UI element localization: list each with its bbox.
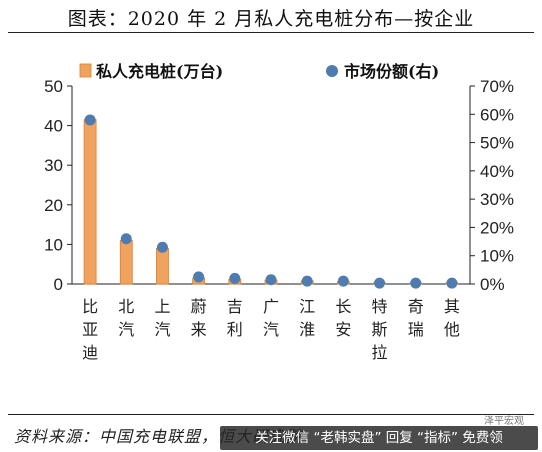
banner-text: 关注微信 “老韩实盘” 回复 “指标” 免费领 bbox=[255, 430, 503, 446]
share-point bbox=[193, 271, 205, 283]
bar-series bbox=[83, 119, 459, 285]
share-point bbox=[374, 277, 386, 289]
y-right-tick-label: 60% bbox=[480, 105, 514, 124]
promo-banner[interactable]: 关注微信 “老韩实盘” 回复 “指标” 免费领 泽平宏观 bbox=[220, 416, 538, 450]
y-left-tick-label: 0 bbox=[54, 275, 63, 294]
share-point bbox=[410, 277, 422, 289]
y-right-tick-label: 20% bbox=[480, 218, 514, 237]
y-right-tick-label: 0% bbox=[480, 275, 505, 294]
legend-bar-label: 私人充电桩(万台) bbox=[96, 62, 223, 81]
y-left-tick-label: 40 bbox=[44, 117, 63, 136]
share-point bbox=[120, 233, 132, 245]
chart: 0 10 20 30 40 50 0% 10% 20% 30% 40% 50% 60% 70% 比亚迪 北汽上… bbox=[44, 62, 514, 362]
page-title: 图表：2020 年 2 月私人充电桩分布—按企业 bbox=[67, 8, 475, 30]
share-point bbox=[84, 114, 96, 126]
y-left-tick-label: 30 bbox=[44, 156, 63, 175]
x-tick-label: 吉利 bbox=[227, 297, 243, 339]
x-tick-label: 蔚来 bbox=[191, 297, 207, 339]
x-tick-label: 特斯拉 bbox=[372, 297, 388, 362]
share-point bbox=[156, 241, 168, 253]
x-tick-label: 比亚迪 bbox=[82, 297, 98, 362]
bar bbox=[83, 119, 97, 285]
share-point bbox=[265, 274, 277, 286]
y-left-tick-label: 10 bbox=[44, 235, 63, 254]
x-tick-label: 其他 bbox=[444, 297, 460, 339]
x-tick-label: 广汽 bbox=[263, 297, 279, 339]
legend-dot-label: 市场份额(右) bbox=[344, 62, 439, 81]
share-point bbox=[446, 277, 458, 289]
share-point bbox=[229, 272, 241, 284]
legend: 私人充电桩(万台) 市场份额(右) bbox=[79, 62, 439, 81]
axes: 0 10 20 30 40 50 0% 10% 20% 30% 40% 50% 60% 70% 比亚迪 北汽上… bbox=[44, 77, 514, 362]
share-point bbox=[301, 275, 313, 287]
bar bbox=[156, 247, 169, 285]
y-left-tick-label: 20 bbox=[44, 196, 63, 215]
y-right-tick-label: 10% bbox=[480, 247, 514, 266]
y-right-tick-label: 40% bbox=[480, 162, 514, 181]
y-right-tick-label: 50% bbox=[480, 134, 514, 153]
title-rule bbox=[8, 32, 534, 33]
legend-dot-swatch bbox=[326, 65, 338, 77]
x-tick-label: 长安 bbox=[335, 297, 351, 339]
x-tick-label: 江淮 bbox=[299, 297, 315, 339]
brand-watermark: 泽平宏观 bbox=[484, 416, 524, 427]
x-tick-label: 奇瑞 bbox=[408, 297, 424, 339]
y-right-tick-label: 30% bbox=[480, 190, 514, 209]
share-point bbox=[337, 275, 349, 287]
dot-series bbox=[84, 114, 458, 289]
footer-rule bbox=[8, 414, 534, 415]
bar bbox=[119, 240, 133, 285]
x-tick-label: 北汽 bbox=[118, 297, 134, 339]
y-left-tick-label: 50 bbox=[44, 77, 63, 96]
y-right-tick-label: 70% bbox=[480, 77, 514, 96]
legend-bar-swatch bbox=[79, 63, 92, 78]
x-tick-label: 上汽 bbox=[154, 297, 170, 339]
